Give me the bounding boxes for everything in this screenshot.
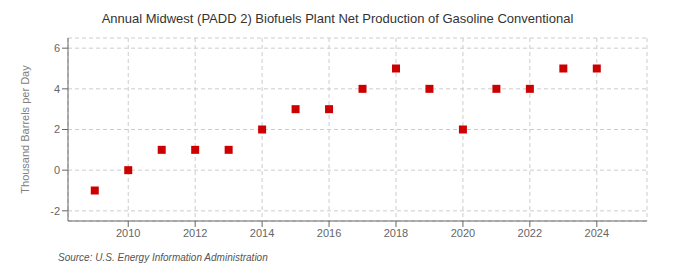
- svg-text:2010: 2010: [116, 227, 140, 239]
- svg-text:-2: -2: [50, 205, 60, 217]
- svg-text:2012: 2012: [183, 227, 207, 239]
- html-text:Annual Midwest (PADD 2) Biofue: Annual Midwest (PADD 2) Biofuels Plant N…: [101, 11, 574, 26]
- svg-text:2022: 2022: [518, 227, 542, 239]
- svg-text:2014: 2014: [250, 227, 274, 239]
- svg-text:Thousand Barrels per Day: Thousand Barrels per Day: [19, 65, 31, 194]
- svg-text:2024: 2024: [585, 227, 609, 239]
- svg-text:6: 6: [54, 42, 60, 54]
- html-text:Source: U.S. Energy Informatio: Source: U.S. Energy Information Administ…: [58, 252, 268, 263]
- svg-text:2018: 2018: [384, 227, 408, 239]
- svg-text:2: 2: [54, 123, 60, 135]
- svg-text:0: 0: [54, 164, 60, 176]
- svg-text:4: 4: [54, 83, 60, 95]
- svg-text:2016: 2016: [317, 227, 341, 239]
- svg-text:2020: 2020: [451, 227, 475, 239]
